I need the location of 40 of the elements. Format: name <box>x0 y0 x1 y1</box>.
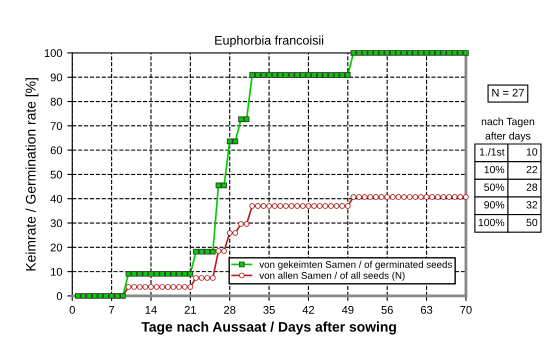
y-tick-label: 50 <box>50 170 62 179</box>
y-tick-label: 80 <box>50 98 62 106</box>
legend-label: von gekeimten Samen / of germinated seeds <box>259 260 452 270</box>
x-tick-label: 21 <box>184 306 196 314</box>
x-tick-label: 49 <box>342 306 354 314</box>
text: 50% <box>484 184 504 191</box>
text: 90% <box>484 201 504 209</box>
x-tick-label: 63 <box>420 306 432 314</box>
x-axis-title: Tage nach Aussaat / Days after sowing <box>142 322 396 335</box>
text: 1./1st <box>480 148 505 156</box>
text: after days <box>485 132 530 142</box>
x-tick-label: 35 <box>263 306 275 314</box>
y-tick-label: 100 <box>44 49 62 58</box>
y-tick-label: 60 <box>50 146 62 154</box>
text: 22 <box>526 166 538 174</box>
text: 100% <box>478 218 504 226</box>
text: 10 <box>526 148 538 156</box>
y-tick-label: 40 <box>50 194 62 203</box>
y-axis-title: Keimrate / Germination rate [%] <box>25 78 38 271</box>
y-tick-label: 30 <box>50 219 62 228</box>
x-tick-label: 42 <box>302 306 314 314</box>
y-tick-label: 0 <box>56 292 62 300</box>
text: N = 27 <box>492 88 524 96</box>
x-tick-label: 56 <box>381 306 393 314</box>
x-tick-label: 14 <box>146 306 157 314</box>
text: 28 <box>526 184 538 191</box>
y-tick-label: 90 <box>50 73 62 82</box>
x-tick-label: 70 <box>460 306 472 314</box>
chart-title: Euphorbia francoisii <box>215 36 324 48</box>
y-tick-label: 20 <box>50 244 62 252</box>
text: 10% <box>484 166 504 174</box>
text: 32 <box>526 201 538 209</box>
y-tick-label: 70 <box>50 122 62 130</box>
text: 50 <box>526 218 538 226</box>
text: nach Tagen <box>482 118 534 128</box>
x-tick-label: 7 <box>109 306 114 314</box>
x-tick-label: 0 <box>70 306 75 314</box>
legend-label: von allen Samen / of all seeds (N) <box>259 272 405 281</box>
y-tick-label: 10 <box>51 268 62 276</box>
x-tick-label: 28 <box>224 306 236 314</box>
